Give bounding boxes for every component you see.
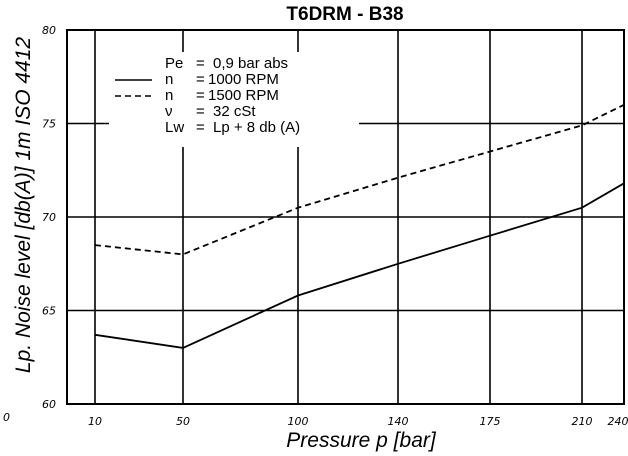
x-axis-title: Pressure p [bar] xyxy=(286,429,437,452)
corner-label: 0 xyxy=(3,411,10,424)
legend-value: 1000 RPM xyxy=(208,71,279,88)
x-tick-label: 100 xyxy=(288,415,309,428)
legend-box xyxy=(109,52,359,147)
legend-value: 32 cSt xyxy=(213,103,256,120)
x-tick-label: 140 xyxy=(388,415,409,428)
y-axis-title: Lp. Noise level [db(A)] 1m ISO 4412 xyxy=(12,37,35,373)
x-tick-label: 210 xyxy=(572,415,593,428)
x-tick-label: 175 xyxy=(480,415,501,428)
legend-equals: = xyxy=(196,103,205,120)
chart-title: T6DRM - B38 xyxy=(286,4,403,25)
legend-equals: = xyxy=(196,87,205,104)
x-tick-label: 10 xyxy=(88,415,102,428)
series-lines xyxy=(94,103,625,349)
tick-labels: 80 75 70 65 60 10 50 100 140 175 210 240 xyxy=(42,24,628,428)
x-tick-label: 240 xyxy=(608,415,628,428)
legend-symbol: n xyxy=(165,71,173,88)
y-tick-label: 70 xyxy=(42,211,56,224)
y-tick-label: 60 xyxy=(42,398,56,411)
legend-equals: = xyxy=(196,55,205,72)
legend-equals: = xyxy=(196,119,205,136)
series-line-solid xyxy=(94,182,625,349)
legend-equals: = xyxy=(196,71,205,88)
legend-value: Lp + 8 db (A) xyxy=(213,119,300,136)
legend-symbol: Pe xyxy=(165,55,183,72)
legend-value: 1500 RPM xyxy=(208,87,279,104)
x-tick-label: 50 xyxy=(176,415,190,428)
legend-symbol: n xyxy=(165,87,173,104)
y-tick-label: 65 xyxy=(42,305,56,318)
legend-symbol: Lw xyxy=(165,119,184,136)
y-tick-label: 75 xyxy=(42,118,56,131)
y-tick-label: 80 xyxy=(42,24,56,37)
legend-value: 0,9 bar abs xyxy=(213,55,288,72)
legend-symbol: ν xyxy=(165,103,173,120)
